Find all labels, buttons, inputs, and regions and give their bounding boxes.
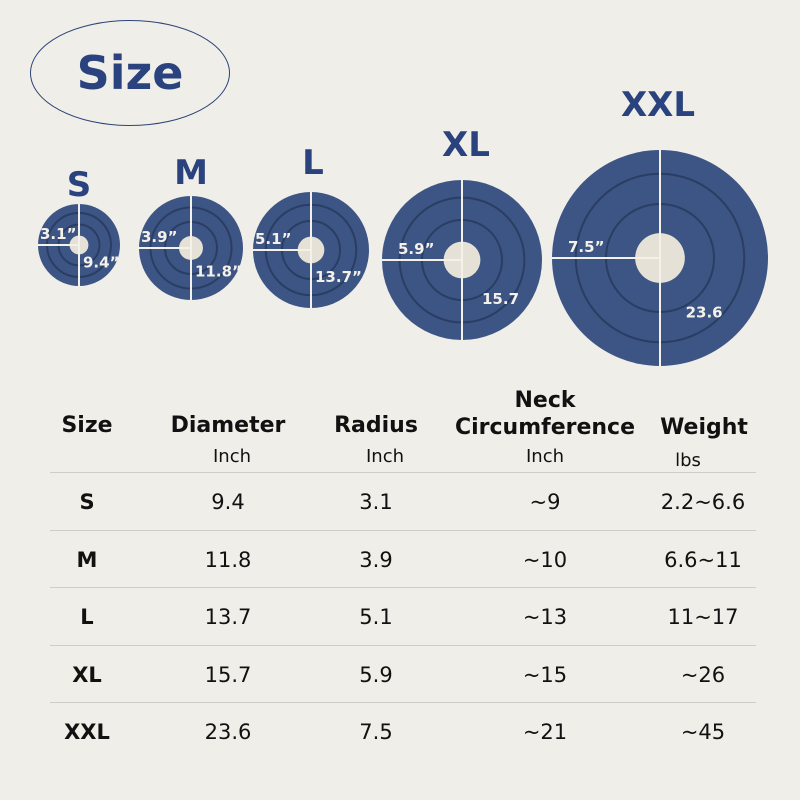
- header-radius: Radius: [334, 413, 418, 438]
- table-cell: XXL: [64, 720, 110, 744]
- table-cell: S: [79, 490, 95, 514]
- radius-label: 7.5”: [568, 238, 604, 256]
- diameter-label: 23.6: [686, 303, 723, 321]
- title-badge: Size: [30, 20, 230, 126]
- table-cell: 9.4: [211, 490, 245, 514]
- title: Size: [76, 46, 184, 100]
- table-row: XL 15.7 5.9 ~15 ~26: [50, 644, 756, 704]
- table-cell: ~21: [522, 720, 568, 744]
- table-cell: 6.6~11: [664, 547, 742, 572]
- radius-label: 5.9”: [398, 240, 434, 258]
- table-cell: 3.9: [359, 547, 393, 572]
- table-cell: ~45: [680, 720, 726, 744]
- diameter-label: 9.4”: [83, 254, 119, 272]
- size-label-m: M: [174, 153, 208, 193]
- table-cell: 15.7: [204, 662, 252, 687]
- table-row: XXL 23.6 7.5 ~21 ~45: [50, 702, 756, 761]
- unit-diameter: Inch: [212, 446, 252, 467]
- unit-neck: Inch: [525, 446, 565, 467]
- table-cell: 3.1: [359, 490, 393, 514]
- size-label-s: S: [66, 165, 92, 205]
- table-cell: 23.6: [204, 720, 252, 744]
- table-cell: ~13: [522, 605, 568, 629]
- table-cell: XL: [72, 662, 102, 687]
- table-cell: 11~17: [667, 605, 739, 629]
- size-label-xxl: XXL: [620, 85, 696, 125]
- table-cell: M: [76, 547, 98, 572]
- table-cell: 5.1: [359, 605, 393, 629]
- header-diameter: Diameter: [170, 413, 286, 438]
- diameter-label: 13.7”: [315, 268, 362, 286]
- table-cell: ~26: [680, 662, 726, 687]
- unit-radius: Inch: [365, 446, 405, 467]
- table-row: S 9.4 3.1 ~9 2.2~6.6: [50, 472, 756, 531]
- diameter-label: 11.8”: [195, 263, 242, 281]
- size-label-l: L: [302, 143, 324, 183]
- table-cell: 2.2~6.6: [660, 490, 746, 514]
- radius-label: 3.1”: [40, 225, 76, 243]
- table-cell: 11.8: [204, 547, 252, 572]
- table-row: M 11.8 3.9 ~10 6.6~11: [50, 529, 756, 589]
- header-size: Size: [61, 413, 113, 438]
- header-weight: Weight: [660, 415, 748, 440]
- size-label-xl: XL: [442, 125, 490, 165]
- table-cell: L: [80, 605, 94, 629]
- radius-label: 3.9”: [141, 228, 177, 246]
- radius-label: 5.1”: [255, 230, 291, 248]
- diameter-label: 15.7: [482, 290, 519, 308]
- table-cell: ~9: [529, 490, 561, 514]
- table-cell: 7.5: [359, 720, 393, 744]
- table-cell: 5.9: [359, 662, 393, 687]
- table-row: L 13.7 5.1 ~13 11~17: [50, 587, 756, 646]
- table-cell: 13.7: [204, 605, 252, 629]
- table-cell: ~15: [522, 662, 568, 687]
- table-cell: ~10: [522, 547, 568, 572]
- unit-weight: lbs: [675, 450, 701, 471]
- cushion-illustrations: 3.1” 9.4” 3.9” 11.8” 5.1” 13.7” 5.9” 15.7 7.5” 23…: [38, 150, 768, 366]
- header-neck: Neck Circumference: [454, 388, 636, 440]
